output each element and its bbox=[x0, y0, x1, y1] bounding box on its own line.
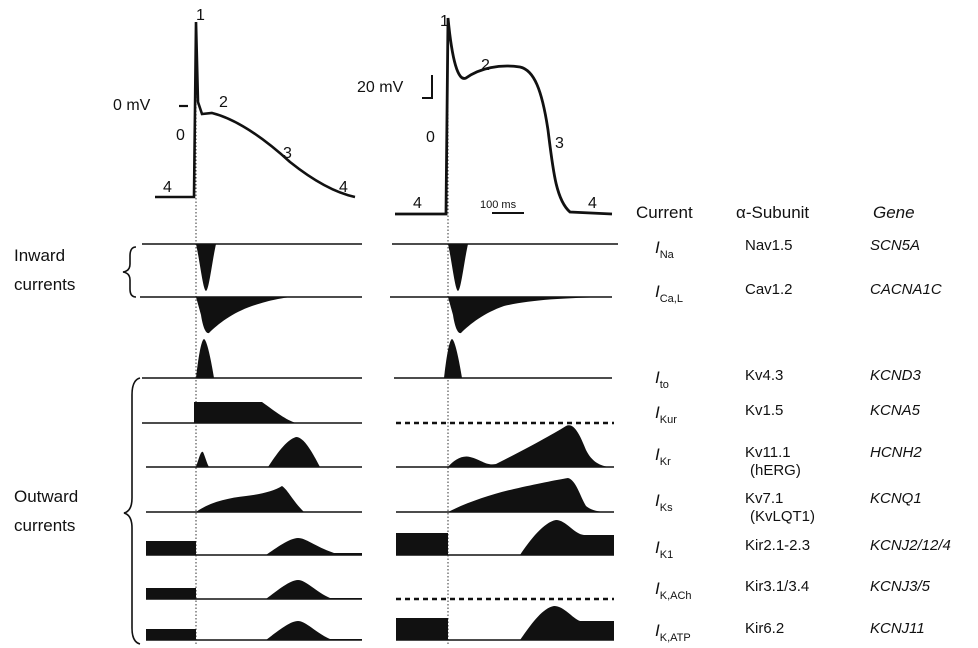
phase-2-label-right: 2 bbox=[481, 57, 490, 74]
gene-ical-label: CACNA1C bbox=[870, 281, 942, 298]
subunit-ikatp-label: Kir6.2 bbox=[745, 620, 784, 637]
gene-ikr-label: HCNH2 bbox=[870, 444, 922, 461]
subunit-ik1-label: Kir2.1-2.3 bbox=[745, 537, 810, 554]
phase-3-label-left: 3 bbox=[283, 145, 292, 162]
subunit-ikr-label: Kv11.1 bbox=[745, 444, 791, 461]
phase-0-label-left: 0 bbox=[176, 127, 185, 144]
ik1-current-traces bbox=[146, 520, 614, 556]
zero-mv-label: 0 mV bbox=[113, 97, 151, 114]
outward-currents-brace bbox=[123, 377, 141, 645]
ito-current-traces bbox=[142, 339, 612, 379]
phase-1-label-right: 1 bbox=[440, 13, 449, 30]
gene-ina-label: SCN5A bbox=[870, 237, 920, 254]
subunit-ikach-label: Kir3.1/3.4 bbox=[745, 578, 809, 595]
voltage-scale-label: 20 mV bbox=[357, 79, 404, 96]
current-ikur-label: IKur bbox=[655, 403, 677, 426]
outward-currents-label: Outward bbox=[14, 487, 78, 506]
current-ikr-label: IKr bbox=[655, 445, 671, 468]
phase-4-label-right-end: 4 bbox=[588, 195, 597, 212]
phase-4-label-left-start: 4 bbox=[163, 179, 172, 196]
ikr-current-traces bbox=[146, 425, 614, 468]
subunit-ina-label: Nav1.5 bbox=[745, 237, 793, 254]
subunit-iks-extra-label: (KvLQT1) bbox=[750, 508, 815, 525]
current-ikatp-label: IK,ATP bbox=[655, 621, 691, 644]
current-column-header: Current bbox=[636, 203, 693, 222]
ical-current-traces bbox=[140, 296, 612, 334]
current-ina-label: INa bbox=[655, 238, 675, 261]
current-ik1-label: IK1 bbox=[655, 538, 673, 561]
subunit-iks-label: Kv7.1 bbox=[745, 490, 783, 507]
phase-4-label-left-end: 4 bbox=[339, 179, 348, 196]
subunit-ical-label: Cav1.2 bbox=[745, 281, 793, 298]
subunit-ikr-extra-label: (hERG) bbox=[750, 462, 801, 479]
phase-0-label-right: 0 bbox=[426, 129, 435, 146]
current-ito-label: Ito bbox=[655, 368, 669, 391]
current-iks-label: IKs bbox=[655, 491, 673, 514]
gene-iks-label: KCNQ1 bbox=[870, 490, 922, 507]
gene-ito-label: KCND3 bbox=[870, 367, 922, 384]
ventricular-action-potential-trace bbox=[395, 17, 613, 216]
subunit-ito-label: Kv4.3 bbox=[745, 367, 783, 384]
inward-currents-label: Inward bbox=[14, 246, 65, 265]
subunit-column-header: α-Subunit bbox=[736, 203, 809, 222]
outward-currents-label-line2: currents bbox=[14, 516, 75, 535]
time-scale-label: 100 ms bbox=[480, 199, 517, 211]
phase-1-label-left: 1 bbox=[196, 7, 205, 24]
phase-2-label-left: 2 bbox=[219, 94, 228, 111]
ina-current-traces bbox=[142, 243, 618, 291]
gene-ikach-label: KCNJ3/5 bbox=[870, 578, 931, 595]
gene-ik1-label: KCNJ2/12/4 bbox=[870, 537, 951, 554]
gene-ikatp-label: KCNJ11 bbox=[870, 620, 925, 637]
current-ical-label: ICa,L bbox=[655, 282, 683, 305]
phase-4-label-right-start: 4 bbox=[413, 195, 422, 212]
inward-currents-brace bbox=[122, 246, 137, 298]
current-ikach-label: IK,ACh bbox=[655, 579, 692, 602]
ikatp-current-traces bbox=[146, 606, 614, 641]
gene-ikur-label: KCNA5 bbox=[870, 402, 921, 419]
gene-column-header: Gene bbox=[873, 203, 915, 222]
inward-currents-label-line2: currents bbox=[14, 275, 75, 294]
iks-current-traces bbox=[146, 478, 614, 513]
subunit-ikur-label: Kv1.5 bbox=[745, 402, 783, 419]
ikur-current-traces bbox=[142, 402, 614, 425]
ikach-current-traces bbox=[146, 580, 614, 601]
phase-3-label-right: 3 bbox=[555, 135, 564, 152]
voltage-scale-bar bbox=[422, 75, 433, 99]
atrial-action-potential-trace bbox=[155, 21, 356, 199]
